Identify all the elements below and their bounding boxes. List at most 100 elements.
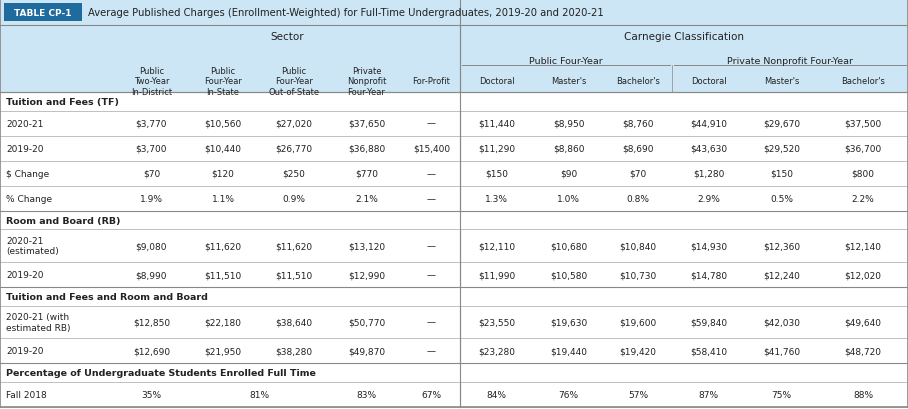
Text: $49,870: $49,870 [348, 346, 385, 355]
Text: 0.9%: 0.9% [282, 194, 305, 203]
Text: Bachelor's: Bachelor's [841, 77, 885, 86]
Text: Public Four-Year: Public Four-Year [529, 57, 603, 66]
Text: 2020-21 (with
estimated RB): 2020-21 (with estimated RB) [6, 312, 71, 332]
Text: 2.9%: 2.9% [697, 194, 720, 203]
Text: $42,030: $42,030 [763, 318, 800, 327]
Text: $10,580: $10,580 [550, 270, 587, 279]
Text: $1,280: $1,280 [693, 169, 725, 178]
Bar [4, 4, 82, 22]
Text: 2019-20: 2019-20 [6, 270, 44, 279]
Text: Public
Two-Year
In-District: Public Two-Year In-District [131, 67, 172, 96]
Text: $22,180: $22,180 [204, 318, 242, 327]
Text: $19,630: $19,630 [550, 318, 587, 327]
Text: 2019-20: 2019-20 [6, 144, 44, 153]
Text: Private
Nonprofit
Four-Year: Private Nonprofit Four-Year [347, 67, 386, 96]
Text: 81%: 81% [249, 390, 269, 399]
Text: $70: $70 [143, 169, 160, 178]
Text: $36,880: $36,880 [348, 144, 385, 153]
Text: $11,440: $11,440 [478, 119, 515, 128]
Text: $12,990: $12,990 [348, 270, 385, 279]
Text: $11,510: $11,510 [275, 270, 312, 279]
Text: Room and Board (RB): Room and Board (RB) [6, 216, 121, 225]
Text: TABLE CP-1: TABLE CP-1 [15, 9, 72, 18]
Text: 75%: 75% [772, 390, 792, 399]
Bar [0, 161, 908, 187]
Text: —: — [427, 119, 436, 128]
Text: $120: $120 [212, 169, 234, 178]
Text: 1.9%: 1.9% [140, 194, 163, 203]
Text: 83%: 83% [357, 390, 377, 399]
Text: 0.5%: 0.5% [770, 194, 793, 203]
Text: $770: $770 [355, 169, 378, 178]
Bar [0, 187, 908, 211]
Text: 67%: 67% [421, 390, 441, 399]
Text: 2020-21
(estimated): 2020-21 (estimated) [6, 236, 59, 256]
Text: Public
Four-Year
In-State: Public Four-Year In-State [204, 67, 242, 96]
Text: $10,560: $10,560 [204, 119, 242, 128]
Text: 76%: 76% [558, 390, 578, 399]
Text: $ Change: $ Change [6, 169, 49, 178]
Text: $9,080: $9,080 [136, 242, 167, 251]
Text: $48,720: $48,720 [844, 346, 882, 355]
Text: $150: $150 [770, 169, 793, 178]
Text: Private Nonprofit Four-Year: Private Nonprofit Four-Year [727, 57, 853, 66]
Text: $38,280: $38,280 [275, 346, 312, 355]
Bar [0, 364, 908, 382]
Text: 57%: 57% [628, 390, 648, 399]
Text: 2.1%: 2.1% [355, 194, 378, 203]
Text: 1.0%: 1.0% [557, 194, 580, 203]
Text: $10,440: $10,440 [204, 144, 242, 153]
Text: $14,930: $14,930 [690, 242, 727, 251]
Text: Sector: Sector [271, 32, 304, 42]
Text: $8,990: $8,990 [136, 270, 167, 279]
Text: —: — [427, 346, 436, 355]
Text: $23,280: $23,280 [478, 346, 515, 355]
Text: —: — [427, 270, 436, 279]
Text: $38,640: $38,640 [275, 318, 312, 327]
Text: For-Profit: For-Profit [412, 77, 450, 86]
Text: $58,410: $58,410 [690, 346, 727, 355]
Text: Percentage of Undergraduate Students Enrolled Full Time: Percentage of Undergraduate Students Enr… [6, 368, 316, 377]
Text: $23,550: $23,550 [478, 318, 515, 327]
Text: $3,700: $3,700 [136, 144, 167, 153]
Text: $37,500: $37,500 [844, 119, 882, 128]
Text: $11,290: $11,290 [478, 144, 515, 153]
Text: $8,690: $8,690 [622, 144, 654, 153]
Text: $8,760: $8,760 [622, 119, 654, 128]
Bar [0, 263, 908, 288]
Text: % Change: % Change [6, 194, 52, 203]
Text: $10,680: $10,680 [550, 242, 587, 251]
Text: Public
Four-Year
Out-of-State: Public Four-Year Out-of-State [269, 67, 320, 96]
Text: $12,020: $12,020 [844, 270, 882, 279]
Text: 35%: 35% [142, 390, 162, 399]
Text: $37,650: $37,650 [348, 119, 385, 128]
Text: $26,770: $26,770 [275, 144, 312, 153]
Bar [0, 48, 908, 93]
Text: $12,850: $12,850 [133, 318, 170, 327]
Bar [0, 306, 908, 338]
Text: Tuition and Fees and Room and Board: Tuition and Fees and Room and Board [6, 292, 208, 301]
Text: $14,780: $14,780 [690, 270, 727, 279]
Text: $12,360: $12,360 [763, 242, 800, 251]
Text: 2.2%: 2.2% [852, 194, 874, 203]
Bar [0, 382, 908, 407]
Text: $15,400: $15,400 [413, 144, 450, 153]
Text: Master's: Master's [551, 77, 587, 86]
Text: —: — [427, 318, 436, 327]
Bar [0, 230, 908, 263]
Text: $12,690: $12,690 [133, 346, 170, 355]
Text: $43,630: $43,630 [690, 144, 727, 153]
Text: $10,840: $10,840 [619, 242, 656, 251]
Bar [0, 111, 908, 136]
Text: $29,520: $29,520 [763, 144, 800, 153]
Text: $44,910: $44,910 [690, 119, 727, 128]
Text: $12,240: $12,240 [763, 270, 800, 279]
Text: $8,860: $8,860 [553, 144, 584, 153]
Text: Bachelor's: Bachelor's [616, 77, 660, 86]
Text: $12,110: $12,110 [478, 242, 515, 251]
Text: $36,700: $36,700 [844, 144, 882, 153]
Text: $21,950: $21,950 [204, 346, 242, 355]
Text: $11,620: $11,620 [204, 242, 242, 251]
Text: —: — [427, 194, 436, 203]
Text: Doctoral: Doctoral [691, 77, 726, 86]
